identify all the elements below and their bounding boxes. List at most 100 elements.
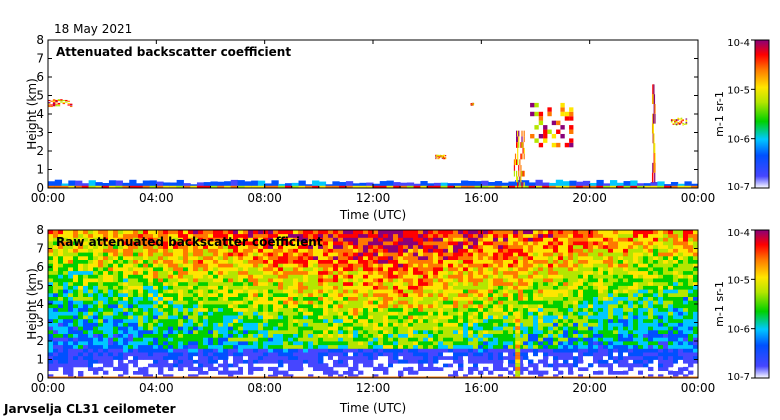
heat-cell (418, 259, 424, 264)
heat-cell (353, 315, 359, 320)
heat-cell (523, 366, 529, 371)
heat-cell (691, 185, 698, 188)
heat-cell (93, 278, 99, 283)
heat-cell (67, 100, 70, 102)
heat-cell (253, 252, 259, 257)
heat-cell (573, 281, 579, 286)
heat-cell (183, 307, 189, 312)
heat-cell (163, 363, 169, 368)
heat-cell (383, 329, 389, 334)
heat-cell (148, 285, 154, 290)
heat-cell (208, 300, 214, 305)
heat-cell (293, 333, 299, 338)
heat-cell (558, 370, 564, 375)
heat-cell (468, 366, 474, 371)
heat-cell (223, 263, 229, 268)
heat-cell (148, 296, 154, 301)
heat-cell (128, 255, 134, 260)
heat-cell (93, 244, 99, 249)
heat-cell (388, 296, 394, 301)
heat-cell (325, 185, 333, 188)
heat-cell (333, 274, 339, 279)
heat-cell (439, 154, 441, 156)
heat-cell (438, 296, 444, 301)
heat-cell (218, 263, 224, 268)
heat-cell (494, 185, 503, 188)
heat-cell (183, 337, 189, 342)
heat-cell (218, 233, 224, 238)
heat-cell (348, 374, 354, 378)
heat-cell (58, 307, 64, 312)
heat-cell (463, 315, 469, 320)
heat-cell (378, 304, 384, 309)
x-tick-label: 00:00 (31, 191, 66, 205)
heat-cell (528, 341, 534, 346)
heat-cell (338, 292, 344, 297)
heat-cell (373, 270, 379, 275)
heat-cell (73, 311, 79, 316)
heat-cell (578, 329, 584, 334)
heat-cell (418, 311, 424, 316)
heat-cell (428, 292, 434, 297)
heat-cell (68, 370, 74, 375)
heat-cell (163, 307, 169, 312)
heat-cell (547, 107, 552, 112)
heat-cell (233, 304, 239, 309)
heat-cell (403, 278, 409, 283)
heat-cell (593, 315, 599, 320)
heat-cell (83, 333, 89, 338)
heat-cell (63, 230, 69, 235)
heat-cell (463, 237, 469, 242)
heat-cell (578, 337, 584, 342)
heat-cell (528, 259, 534, 264)
heat-cell (408, 289, 414, 294)
heat-cell (298, 352, 304, 357)
heat-cell (378, 311, 384, 316)
heat-cell (408, 270, 414, 275)
heat-cell (598, 344, 604, 349)
heat-cell (493, 281, 499, 286)
heat-cell (618, 341, 624, 346)
heat-cell (618, 278, 624, 283)
heat-cell (54, 179, 63, 188)
heat-cell (373, 237, 379, 242)
heat-cell (533, 326, 539, 331)
heat-cell (338, 244, 344, 249)
heat-cell (393, 274, 399, 279)
heat-cell (353, 326, 359, 331)
heat-cell (284, 183, 293, 188)
heat-cell (383, 289, 389, 294)
heat-cell (503, 322, 509, 327)
heat-cell (598, 289, 604, 294)
heat-cell (198, 315, 204, 320)
heat-cell (368, 333, 374, 338)
heat-cell (583, 281, 589, 286)
heat-cell (358, 274, 364, 279)
heat-cell (193, 233, 199, 238)
heat-cell (203, 366, 209, 371)
heat-cell (303, 337, 309, 342)
heat-cell (448, 322, 454, 327)
heat-cell (88, 230, 94, 235)
heat-cell (473, 329, 479, 334)
heat-cell (368, 352, 374, 357)
heat-cell (348, 315, 354, 320)
heat-cell (508, 252, 514, 257)
heat-cell (588, 237, 594, 242)
heat-cell (203, 322, 209, 327)
heat-cell (213, 296, 219, 301)
heat-cell (508, 307, 514, 312)
heat-cell (128, 329, 134, 334)
heat-cell (533, 348, 539, 353)
heat-cell (488, 259, 494, 264)
heat-cell (343, 348, 349, 353)
heat-cell (603, 337, 609, 342)
heat-cell (243, 337, 249, 342)
heat-cell (213, 341, 219, 346)
heat-cell (183, 237, 189, 242)
heat-cell (68, 267, 74, 272)
heat-cell (283, 259, 289, 264)
heat-cell (258, 348, 264, 353)
heat-cell (68, 263, 74, 268)
heat-cell (383, 259, 389, 264)
